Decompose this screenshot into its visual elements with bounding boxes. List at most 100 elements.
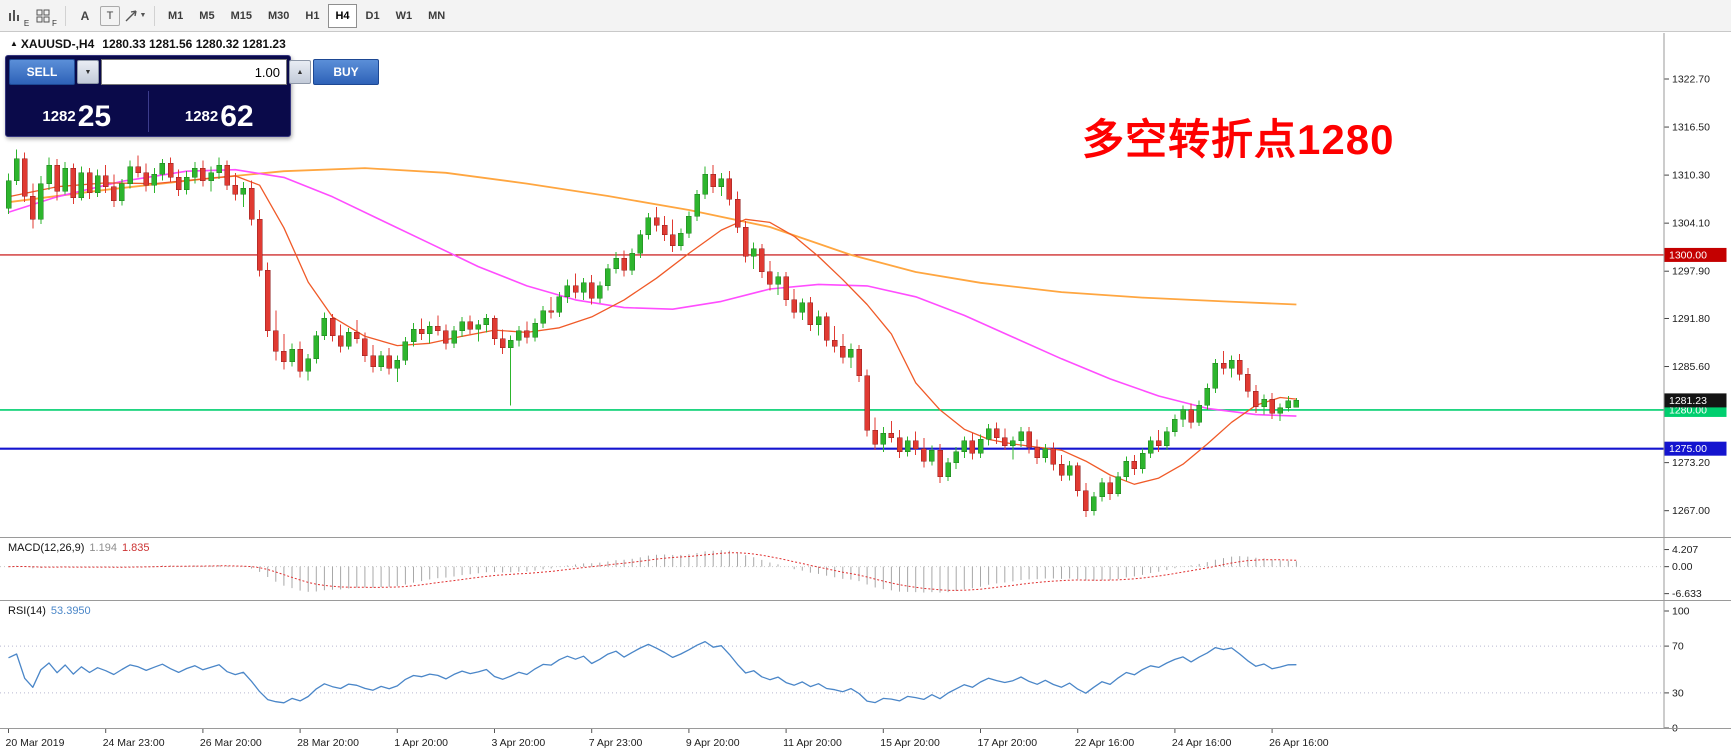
candle-body xyxy=(783,276,789,301)
timeframe-button-m1[interactable]: M1 xyxy=(168,9,184,22)
candle-body xyxy=(1245,374,1251,392)
candle-body xyxy=(1034,446,1040,459)
chevron-down-icon: ▼ xyxy=(84,68,92,76)
candle-body xyxy=(208,172,214,181)
candle-body xyxy=(1123,460,1130,477)
candle-body xyxy=(1147,440,1154,454)
time-axis-label: 26 Apr 16:00 xyxy=(1269,737,1329,749)
candle-body xyxy=(281,350,287,363)
candle-body xyxy=(1099,482,1105,497)
macd-signal-line xyxy=(8,552,1297,591)
timeframe-button-h4[interactable]: H4 xyxy=(328,3,357,28)
candle-body xyxy=(961,440,968,453)
rsi-value: 53.3950 xyxy=(50,605,91,617)
candle-body xyxy=(718,178,725,187)
lot-dropdown-button[interactable]: ▼ xyxy=(77,60,99,84)
candle-body xyxy=(1220,363,1227,369)
candle-body xyxy=(119,183,125,201)
candle-body xyxy=(588,282,595,299)
candle-body xyxy=(248,188,255,220)
candle-body xyxy=(370,355,376,367)
candle-body xyxy=(402,341,409,361)
price-tick-label: 1273.20 xyxy=(1672,457,1710,469)
price-tick-label: 1267.00 xyxy=(1672,505,1710,517)
candle-body xyxy=(94,175,101,194)
candle-body xyxy=(872,429,878,445)
candle-body xyxy=(1139,453,1146,470)
candle-body xyxy=(256,219,263,271)
candle-body xyxy=(345,332,352,347)
arrow-shape-icon xyxy=(125,9,137,21)
candle-body xyxy=(937,449,943,477)
candle-body xyxy=(888,432,895,439)
macd-pane[interactable]: 4.207 0.00 -6.633 xyxy=(0,544,1702,600)
buy-price-display[interactable]: 1282 62 xyxy=(149,87,291,136)
time-axis-label: 9 Apr 20:00 xyxy=(686,737,740,749)
tile-grid-tool-icon[interactable]: F xyxy=(33,3,59,29)
candle-body xyxy=(1277,407,1283,414)
timeframe-button-m30[interactable]: M30 xyxy=(267,9,290,22)
text-label-tool[interactable]: T xyxy=(100,5,120,26)
bid-price-badge[interactable] xyxy=(1664,393,1727,408)
candle-body xyxy=(1066,465,1073,476)
timeframe-button-mn[interactable]: MN xyxy=(428,9,446,22)
chart-bars-tool-icon[interactable]: E xyxy=(5,3,31,29)
shapes-dropdown-tool[interactable]: ▼ xyxy=(122,3,148,29)
timeframe-button-w1[interactable]: W1 xyxy=(395,9,413,22)
candle-body xyxy=(159,163,166,175)
main-price-pane[interactable] xyxy=(0,149,1664,517)
candle-body xyxy=(305,358,311,372)
candle-body xyxy=(597,285,603,299)
chevron-up-icon: ▲ xyxy=(296,68,304,76)
candle-body xyxy=(386,355,392,369)
sell-price-display[interactable]: 1282 25 xyxy=(6,87,148,136)
candle-body xyxy=(1269,398,1275,414)
timeframe-button-d1[interactable]: D1 xyxy=(365,9,380,22)
icon-letter-e: E xyxy=(23,18,30,28)
candle-body xyxy=(686,215,692,234)
candle-body xyxy=(1074,465,1081,491)
support-line-badge[interactable] xyxy=(1664,441,1727,456)
candle-body xyxy=(491,318,498,339)
price-axis[interactable]: 1322.70 1316.50 1310.30 1304.10 1297.90 1291.… xyxy=(1664,74,1727,518)
letter-t-icon: T xyxy=(106,9,114,22)
macd-title: MACD(12,26,9) xyxy=(8,542,85,554)
chart-text-annotation[interactable]: 多空转折点1280 xyxy=(1082,116,1395,163)
candle-body xyxy=(483,318,490,325)
time-axis-label: 22 Apr 16:00 xyxy=(1075,737,1135,749)
candle-body xyxy=(1261,398,1267,408)
candle-body xyxy=(799,302,806,313)
candle-body xyxy=(702,174,708,195)
rsi-axis-label: 70 xyxy=(1672,641,1684,653)
grid-icon xyxy=(36,9,50,22)
one-click-trading-panel: SELL ▼ ▲ BUY 1282 25 1282 62 xyxy=(5,55,379,137)
candle-body xyxy=(1050,448,1057,465)
candle-body xyxy=(945,462,951,477)
macd-axis-label: -6.633 xyxy=(1672,588,1702,600)
candle-body xyxy=(516,330,522,341)
candle-body xyxy=(969,440,976,454)
ma-mid-line xyxy=(8,168,1297,417)
resistance-line-badge[interactable] xyxy=(1664,247,1727,262)
candle-body xyxy=(848,349,854,358)
candle-body xyxy=(499,338,506,349)
time-axis-label: 20 Mar 2019 xyxy=(6,737,65,749)
candle-body xyxy=(289,349,295,363)
lot-increment-button[interactable]: ▲ xyxy=(289,60,311,84)
candle-body xyxy=(1002,437,1008,446)
time-axis[interactable]: 20 Mar 2019 24 Mar 23:00 26 Mar 20:00 28 Ma… xyxy=(6,729,1329,749)
lot-size-input[interactable] xyxy=(101,59,287,85)
candle-body xyxy=(815,316,822,325)
timeframe-button-m5[interactable]: M5 xyxy=(199,9,215,22)
candle-body xyxy=(273,330,279,352)
candle-body xyxy=(329,318,336,336)
timeframe-button-h1[interactable]: H1 xyxy=(305,9,320,22)
candle-body xyxy=(1228,360,1235,369)
buy-button[interactable]: BUY xyxy=(313,59,379,85)
font-a-tool[interactable]: A xyxy=(72,3,98,29)
candle-body xyxy=(127,166,133,184)
sell-button[interactable]: SELL xyxy=(9,59,75,85)
timeframe-button-m15[interactable]: M15 xyxy=(230,9,252,22)
